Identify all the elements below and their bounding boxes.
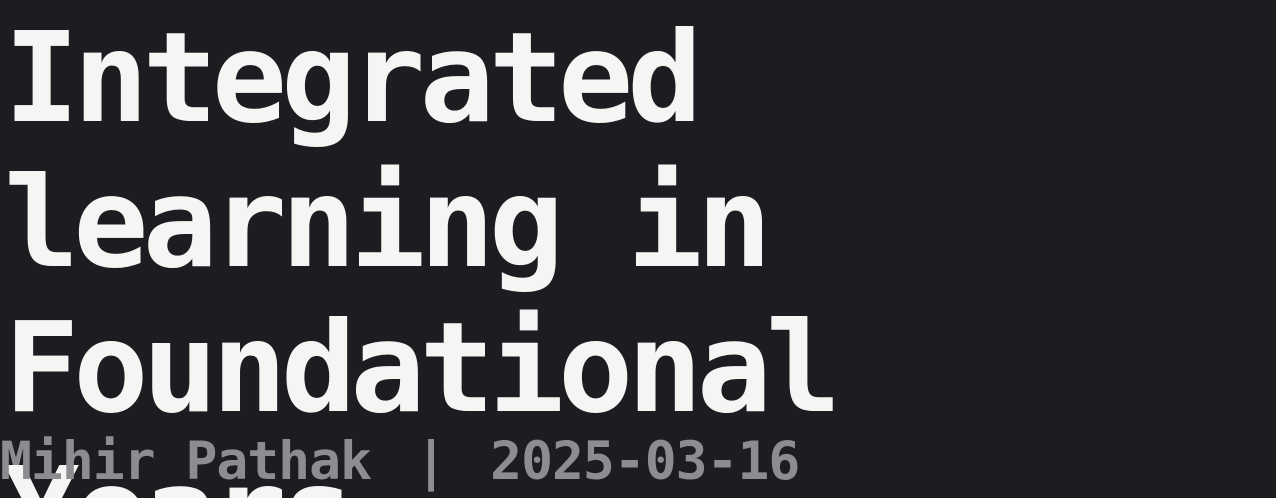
- meta-separator: |: [415, 431, 447, 492]
- post-title: Integrated learning in Foundational Year…: [4, 6, 841, 498]
- post-meta: Mihir Pathak | 2025-03-16: [0, 430, 800, 494]
- author-name: Mihir Pathak: [0, 431, 372, 492]
- post-date: 2025-03-16: [490, 431, 800, 492]
